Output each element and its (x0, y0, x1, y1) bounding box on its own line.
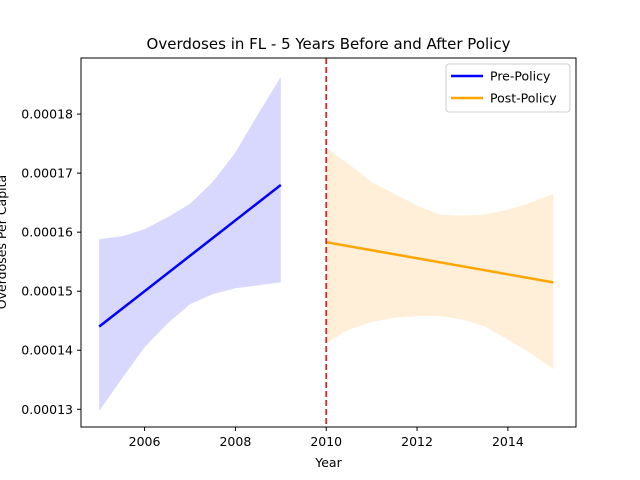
y-tick-label: 0.00015 (21, 284, 73, 299)
y-tick-label: 0.00018 (21, 107, 73, 122)
pre-policy-confidence-band (99, 76, 281, 412)
y-axis-label: Overdoses Per Capita (0, 175, 9, 309)
x-tick-label: 2014 (492, 434, 524, 449)
chart-title: Overdoses in FL - 5 Years Before and Aft… (147, 35, 511, 53)
x-axis-label: Year (314, 455, 342, 470)
y-tick-label: 0.00013 (21, 402, 73, 417)
legend-label-post-policy: Post-Policy (490, 91, 557, 106)
y-axis-ticks: 0.00013 0.00014 0.00015 0.00016 0.00017 0.000… (21, 107, 81, 417)
y-tick-label: 0.00014 (21, 343, 73, 358)
confidence-bands (99, 76, 554, 412)
x-tick-label: 2008 (219, 434, 251, 449)
x-tick-label: 2012 (401, 434, 433, 449)
x-tick-label: 2010 (310, 434, 342, 449)
post-policy-confidence-band (326, 148, 554, 370)
pre-policy-line (98, 183, 282, 328)
legend-label-pre-policy: Pre-Policy (490, 69, 551, 84)
legend: Pre-Policy Post-Policy (445, 63, 571, 113)
post-policy-line (326, 240, 554, 284)
x-axis-ticks: 2006 2008 2010 2012 2014 (129, 427, 524, 449)
series-lines (98, 183, 554, 328)
x-tick-label: 2006 (129, 434, 161, 449)
plot-frame (80, 57, 577, 428)
y-tick-label: 0.00017 (21, 166, 73, 181)
y-tick-label: 0.00016 (21, 225, 73, 240)
